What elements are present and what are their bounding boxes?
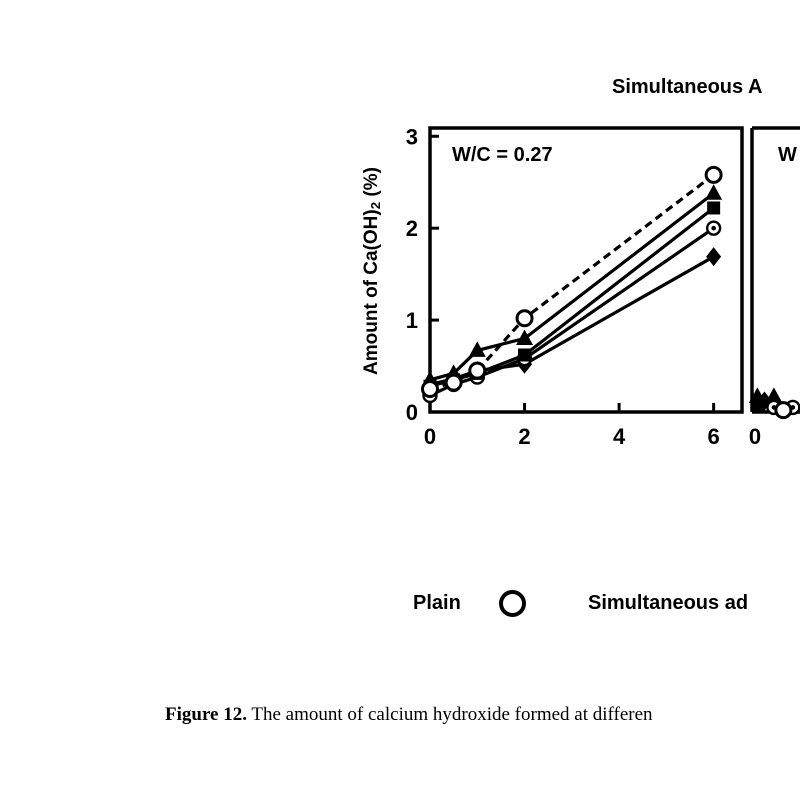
triangle-series-triangle-marker: [516, 329, 534, 345]
plain-open-circle-marker: [444, 373, 463, 392]
dot-circle-series-dot-circle-marker-dot: [711, 225, 716, 231]
legend-simultaneous-label: Simultaneous ad: [588, 592, 749, 614]
plain-open-circle-marker: [421, 380, 439, 399]
y-tick-label: 1: [406, 308, 418, 333]
square-series-square-marker: [707, 201, 721, 215]
y-tick-label: 0: [406, 400, 418, 425]
x-tick-label-panel2: 0: [749, 424, 761, 449]
x-tick-label: 6: [708, 424, 720, 449]
triangle-series-triangle-marker: [705, 184, 723, 200]
panel1-frame: [428, 126, 744, 414]
wc-ratio-label: W/C = 0.27: [452, 144, 553, 166]
series-line-square-series: [429, 206, 715, 388]
caption-text: The amount of calcium hydroxide formed a…: [246, 704, 653, 725]
triangle-series-triangle-marker: [468, 341, 486, 357]
wc-ratio-label-panel2: W: [778, 144, 797, 166]
caption-label: Figure 12.: [165, 704, 247, 725]
panel-title: Simultaneous A: [612, 76, 763, 98]
chart-canvas: 0 2 4 6 0 1 2 3 0: [406, 124, 800, 449]
y-tick-label: 3: [406, 124, 418, 149]
panel2-open-circle-marker: [774, 401, 793, 420]
figure-caption: Figure 12. The amount of calcium hydroxi…: [165, 704, 653, 726]
diamond-series-diamond-marker: [706, 247, 722, 267]
x-tick-label: 4: [613, 424, 626, 449]
plain-open-circle-marker: [468, 361, 487, 380]
open-circle-icon: [499, 590, 526, 617]
x-tick-label: 2: [518, 424, 530, 449]
legend-plain-label: Plain: [413, 592, 461, 614]
plain-open-circle-marker: [515, 309, 534, 328]
y-tick-label: 2: [406, 216, 418, 241]
square-series-square-marker: [518, 348, 532, 362]
x-tick-label: 0: [424, 424, 436, 449]
plain-open-circle-marker: [704, 165, 723, 184]
